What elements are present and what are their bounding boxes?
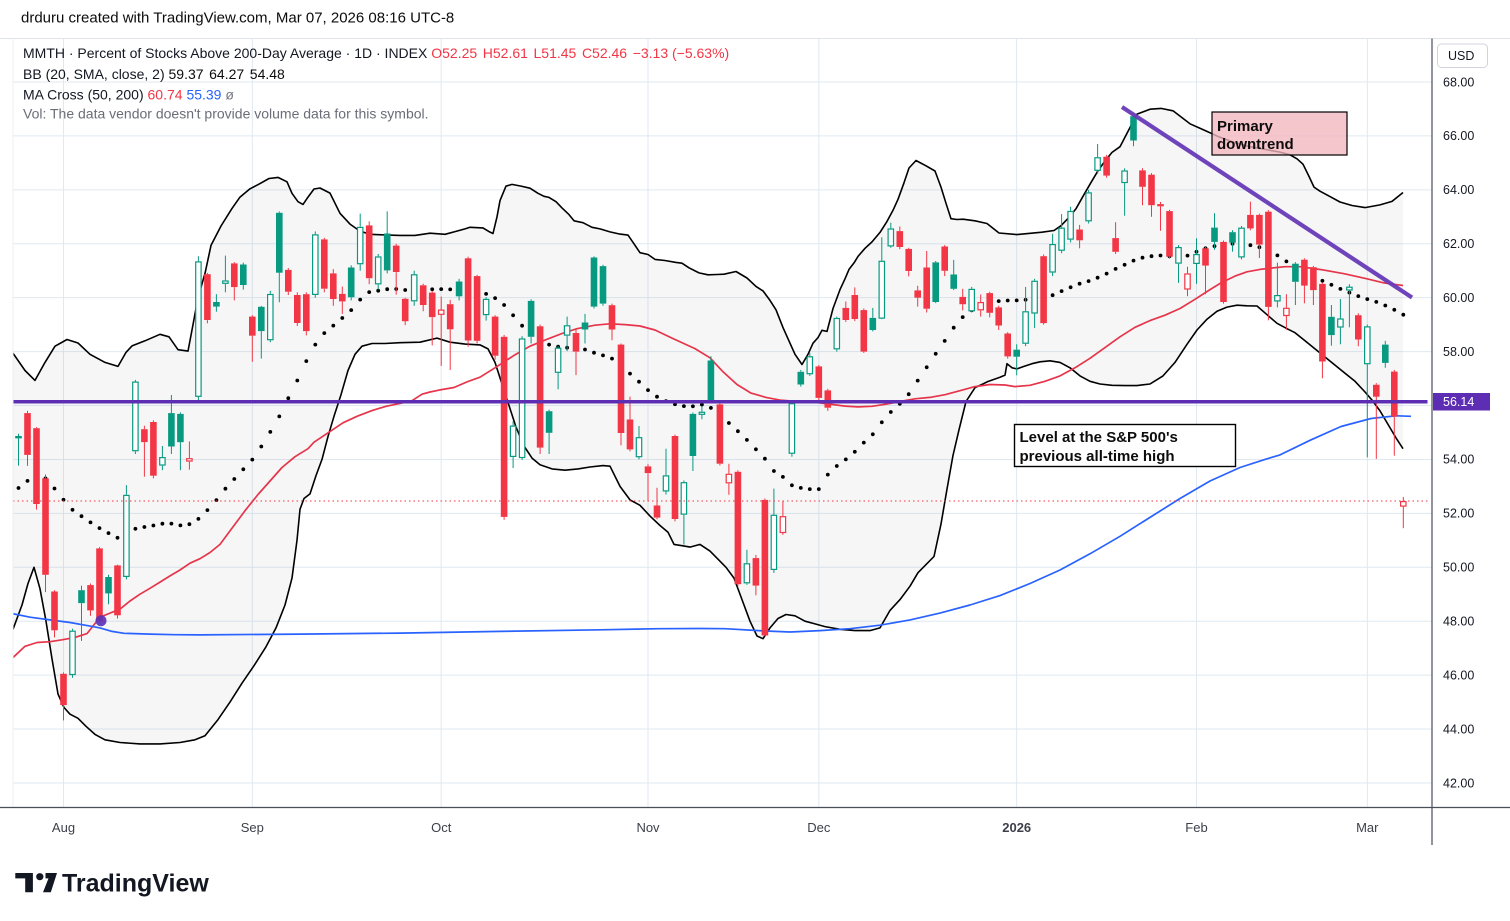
svg-text:TradingView: TradingView [62,870,209,898]
svg-text:68.00: 68.00 [1443,75,1474,89]
svg-text:62.00: 62.00 [1443,237,1474,251]
svg-text:64.00: 64.00 [1443,183,1474,197]
svg-text:58.00: 58.00 [1443,345,1474,359]
svg-text:downtrend: downtrend [1217,136,1294,153]
svg-text:Oct: Oct [431,820,452,835]
svg-text:MMTH · Percent of Stocks Above: MMTH · Percent of Stocks Above 200-Day A… [23,45,729,61]
svg-text:44.00: 44.00 [1443,722,1474,736]
svg-text:Feb: Feb [1185,820,1207,835]
svg-text:48.00: 48.00 [1443,615,1474,629]
svg-text:66.00: 66.00 [1443,129,1474,143]
svg-text:Dec: Dec [807,820,831,835]
svg-text:Aug: Aug [52,820,75,835]
svg-text:USD: USD [1448,49,1474,63]
svg-text:Nov: Nov [636,820,660,835]
svg-text:52.00: 52.00 [1443,507,1474,521]
svg-text:42.00: 42.00 [1443,776,1474,790]
svg-text:56.14: 56.14 [1443,395,1474,409]
svg-text:46.00: 46.00 [1443,668,1474,682]
svg-text:Primary: Primary [1217,118,1274,135]
svg-text:Level at the S&P 500's: Level at the S&P 500's [1020,429,1178,446]
svg-text:MA Cross (50, 200) 60.74 55.39: MA Cross (50, 200) 60.74 55.39 ø [23,87,234,103]
svg-text:previous all-time high: previous all-time high [1020,448,1175,465]
svg-text:2026: 2026 [1002,820,1031,835]
svg-text:60.00: 60.00 [1443,291,1474,305]
svg-text:Mar: Mar [1356,820,1379,835]
svg-text:Vol: The data vendor doesn't p: Vol: The data vendor doesn't provide vol… [23,106,429,122]
svg-text:drduru created with TradingVie: drduru created with TradingView.com, Mar… [21,10,454,27]
svg-text:54.00: 54.00 [1443,453,1474,467]
svg-text:BB (20, SMA, close, 2) 59.37: BB (20, SMA, close, 2) 59.37 64.27 54.48 [23,66,285,82]
svg-text:Sep: Sep [241,820,264,835]
svg-text:50.00: 50.00 [1443,561,1474,575]
